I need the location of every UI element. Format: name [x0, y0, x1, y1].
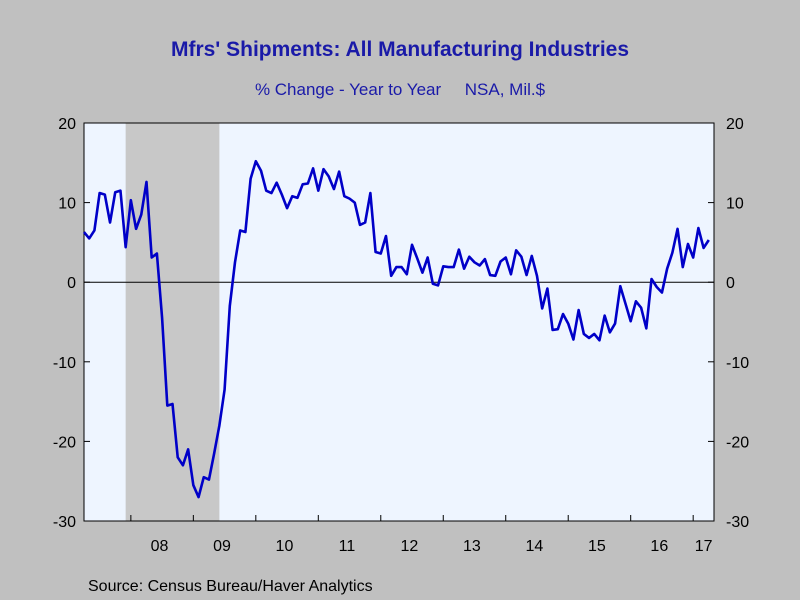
y-tick-label-left: 10: [58, 196, 76, 213]
x-tick-label: 17: [695, 538, 713, 555]
plot-border: [83, 122, 715, 522]
chart-subtitle: % Change - Year to Year NSA, Mil.$: [0, 80, 800, 100]
y-tick-label-left: -30: [53, 514, 76, 531]
y-tick-label-right: 10: [726, 196, 744, 213]
y-tick-label-left: 20: [58, 116, 76, 133]
x-tick-label: 16: [650, 538, 668, 555]
series-line: [82, 159, 710, 499]
y-tick-label-right: 20: [726, 116, 744, 133]
x-tick-label: 13: [463, 538, 481, 555]
x-tick-label: 10: [276, 538, 294, 555]
subtitle-measure: % Change - Year to Year: [254, 80, 442, 99]
y-tick-label-right: -10: [726, 355, 749, 372]
source-note: Source: Census Bureau/Haver Analytics: [88, 578, 373, 595]
x-tick-label: 09: [213, 538, 231, 555]
subtitle-units: NSA, Mil.$: [464, 80, 546, 99]
y-tick-label-right: -20: [726, 434, 749, 451]
recession-shading: [125, 123, 220, 521]
x-tick-label: 11: [339, 538, 356, 555]
x-tick-label: 14: [525, 538, 543, 555]
y-tick-label-right: -30: [726, 514, 749, 531]
y-tick-label-right: 0: [726, 275, 735, 292]
chart-title: Mfrs' Shipments: All Manufacturing Indus…: [170, 38, 630, 61]
x-tick-label: 08: [151, 538, 169, 555]
y-tick-label-left: 0: [67, 275, 76, 292]
y-tick-label-left: -20: [53, 434, 76, 451]
x-tick-label: 15: [588, 538, 606, 555]
y-tick-label-left: -10: [53, 355, 76, 372]
x-tick-label: 12: [401, 538, 419, 555]
